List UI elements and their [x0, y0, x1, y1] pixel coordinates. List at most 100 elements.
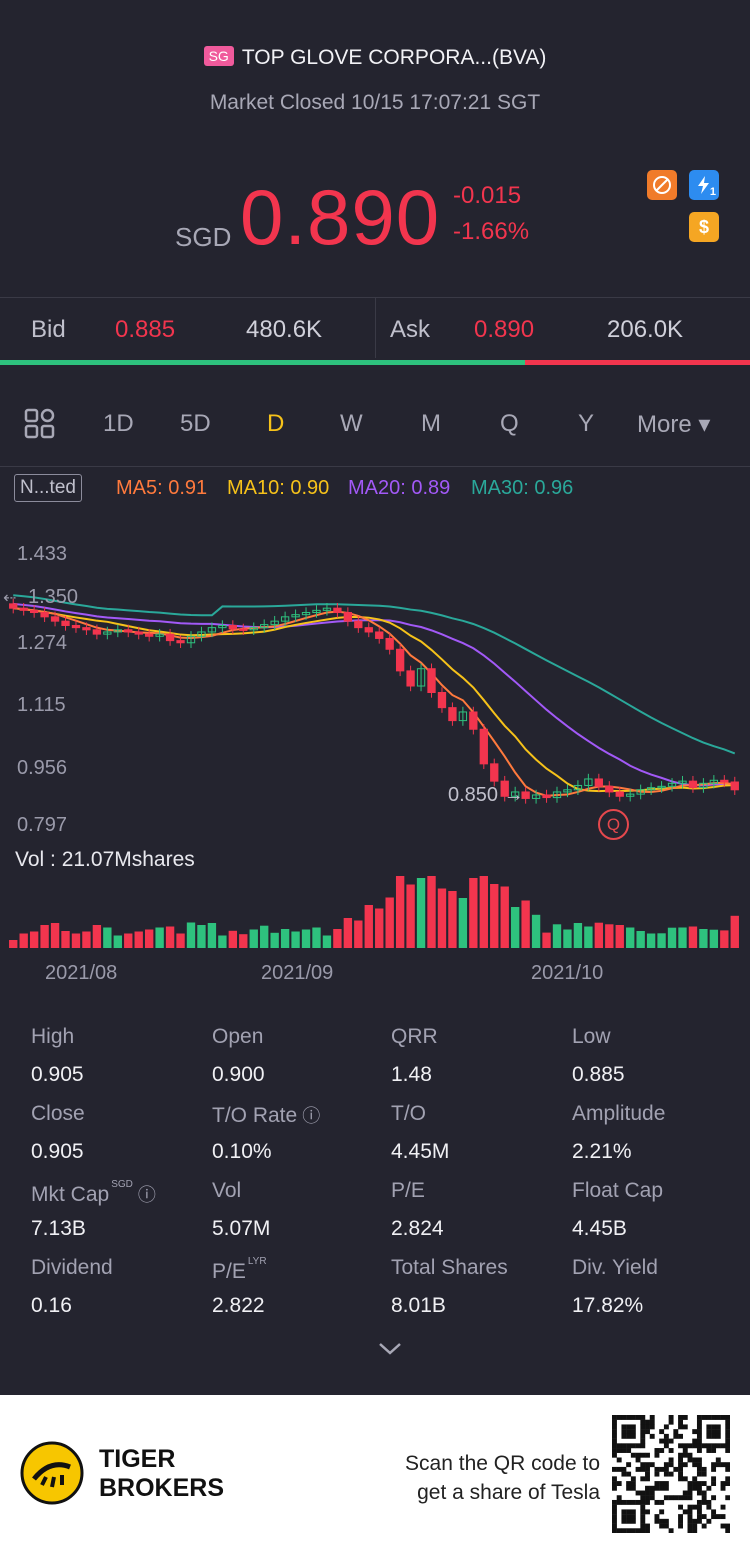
volume-bar — [584, 926, 593, 948]
volume-bar — [40, 925, 49, 948]
tab-y[interactable]: Y — [578, 410, 595, 437]
candle — [40, 612, 49, 618]
stat-label-superscript: LYR — [247, 1256, 267, 1267]
volume-bar — [730, 915, 739, 948]
volume-bar — [19, 933, 28, 948]
divider-tabs — [0, 466, 750, 467]
volume-bar — [678, 927, 687, 948]
volume-label: Vol : 21.07Mshares — [15, 848, 195, 871]
tab-more[interactable]: More ▾ — [637, 411, 711, 438]
lightning-icon[interactable]: 1 — [689, 170, 719, 200]
tab-5d[interactable]: 5D — [180, 410, 211, 437]
volume-bar — [29, 931, 39, 948]
candle — [657, 785, 666, 789]
volume-bar — [333, 929, 342, 948]
volume-bar — [605, 924, 614, 948]
volume-bar — [375, 908, 384, 948]
volume-bar — [92, 925, 102, 948]
indicator-selector[interactable]: N...ted — [14, 474, 82, 502]
candle — [427, 668, 436, 693]
ask-label: Ask — [390, 316, 431, 343]
stat-label: Total Shares — [391, 1256, 508, 1279]
y-tick: 1.433 — [17, 543, 68, 565]
tab-q[interactable]: Q — [500, 410, 519, 437]
volume-bar — [448, 891, 457, 948]
tab-1d[interactable]: 1D — [103, 410, 134, 437]
ma10-line — [13, 607, 735, 793]
brand-name: TIGER BROKERS — [99, 1445, 224, 1503]
last-price: 0.890 — [240, 173, 441, 261]
volume-bar — [50, 923, 60, 948]
stat-value: 0.16 — [31, 1294, 72, 1317]
candle — [573, 784, 583, 791]
stock-name: TOP GLOVE CORPORA...(BVA) — [241, 46, 547, 69]
candle — [720, 779, 729, 783]
candle — [511, 791, 520, 797]
volume-bar — [626, 927, 635, 948]
candle — [626, 793, 635, 797]
tab-w[interactable]: W — [340, 410, 363, 437]
market-status: Market Closed 10/15 17:07:21 SGT — [209, 91, 541, 114]
candle — [730, 781, 739, 791]
candle — [301, 612, 311, 616]
candle — [113, 629, 122, 633]
candle — [280, 616, 290, 622]
candle — [364, 627, 373, 633]
chevron-down-icon[interactable] — [376, 1340, 404, 1363]
market-badge: SG — [203, 46, 234, 66]
candle — [552, 791, 562, 799]
candle — [584, 778, 593, 786]
volume-bar — [103, 927, 112, 948]
candle — [490, 763, 499, 782]
tab-d[interactable]: D — [267, 410, 285, 437]
brand-line-1: TIGER — [99, 1445, 176, 1473]
stat-value: 7.13B — [31, 1217, 86, 1240]
candle — [19, 607, 28, 611]
volume-bar — [395, 876, 405, 948]
candle — [124, 629, 133, 633]
volume-bar — [385, 897, 394, 948]
volume-bar — [113, 935, 122, 948]
volume-bar — [176, 933, 185, 948]
candle — [92, 629, 102, 635]
candle — [615, 791, 624, 797]
candle — [165, 633, 175, 642]
stat-label: T/O Rate ⓘ — [212, 1104, 321, 1127]
price-change-percent: -1.66% — [453, 218, 530, 245]
volume-chart[interactable] — [0, 870, 750, 950]
y-tick: 1.115 — [17, 694, 66, 716]
low-marker: 0.850 → — [448, 784, 524, 806]
layout-grid-icon[interactable] — [24, 408, 56, 445]
candle — [82, 627, 91, 631]
volume-bar — [416, 878, 426, 948]
brand-line-2: BROKERS — [99, 1474, 225, 1502]
volume-bar — [615, 925, 624, 948]
price-chart[interactable] — [0, 530, 750, 850]
qr-code-icon[interactable] — [612, 1415, 730, 1533]
ask-price: 0.890 — [474, 316, 535, 343]
stat-value: 0.905 — [31, 1063, 84, 1086]
candle — [542, 794, 551, 799]
currency-label: SGD — [175, 222, 232, 252]
candle — [155, 633, 164, 637]
candle — [531, 794, 541, 799]
currency-icon[interactable]: $ — [689, 212, 719, 242]
volume-bar — [563, 929, 572, 948]
volume-bar — [322, 935, 332, 948]
no-short-icon[interactable] — [647, 170, 677, 200]
tab-m[interactable]: M — [421, 410, 441, 437]
x-tick: 2021/09 — [261, 962, 334, 984]
stat-label: Float Cap — [572, 1179, 664, 1202]
candle — [322, 607, 332, 611]
ma20-value: MA20: 0.89 — [348, 477, 451, 499]
earnings-q-icon[interactable]: Q — [598, 809, 629, 840]
info-icon[interactable]: ⓘ — [297, 1106, 321, 1126]
volume-bar — [500, 886, 509, 948]
bid-price: 0.885 — [115, 316, 176, 343]
y-tick: 0.956 — [17, 757, 68, 779]
candle — [29, 609, 39, 614]
stat-label-superscript: SGD — [111, 1179, 133, 1190]
info-icon[interactable]: ⓘ — [132, 1185, 156, 1205]
volume-bar — [312, 927, 321, 948]
promo-line-1: Scan the QR code to — [405, 1452, 600, 1475]
